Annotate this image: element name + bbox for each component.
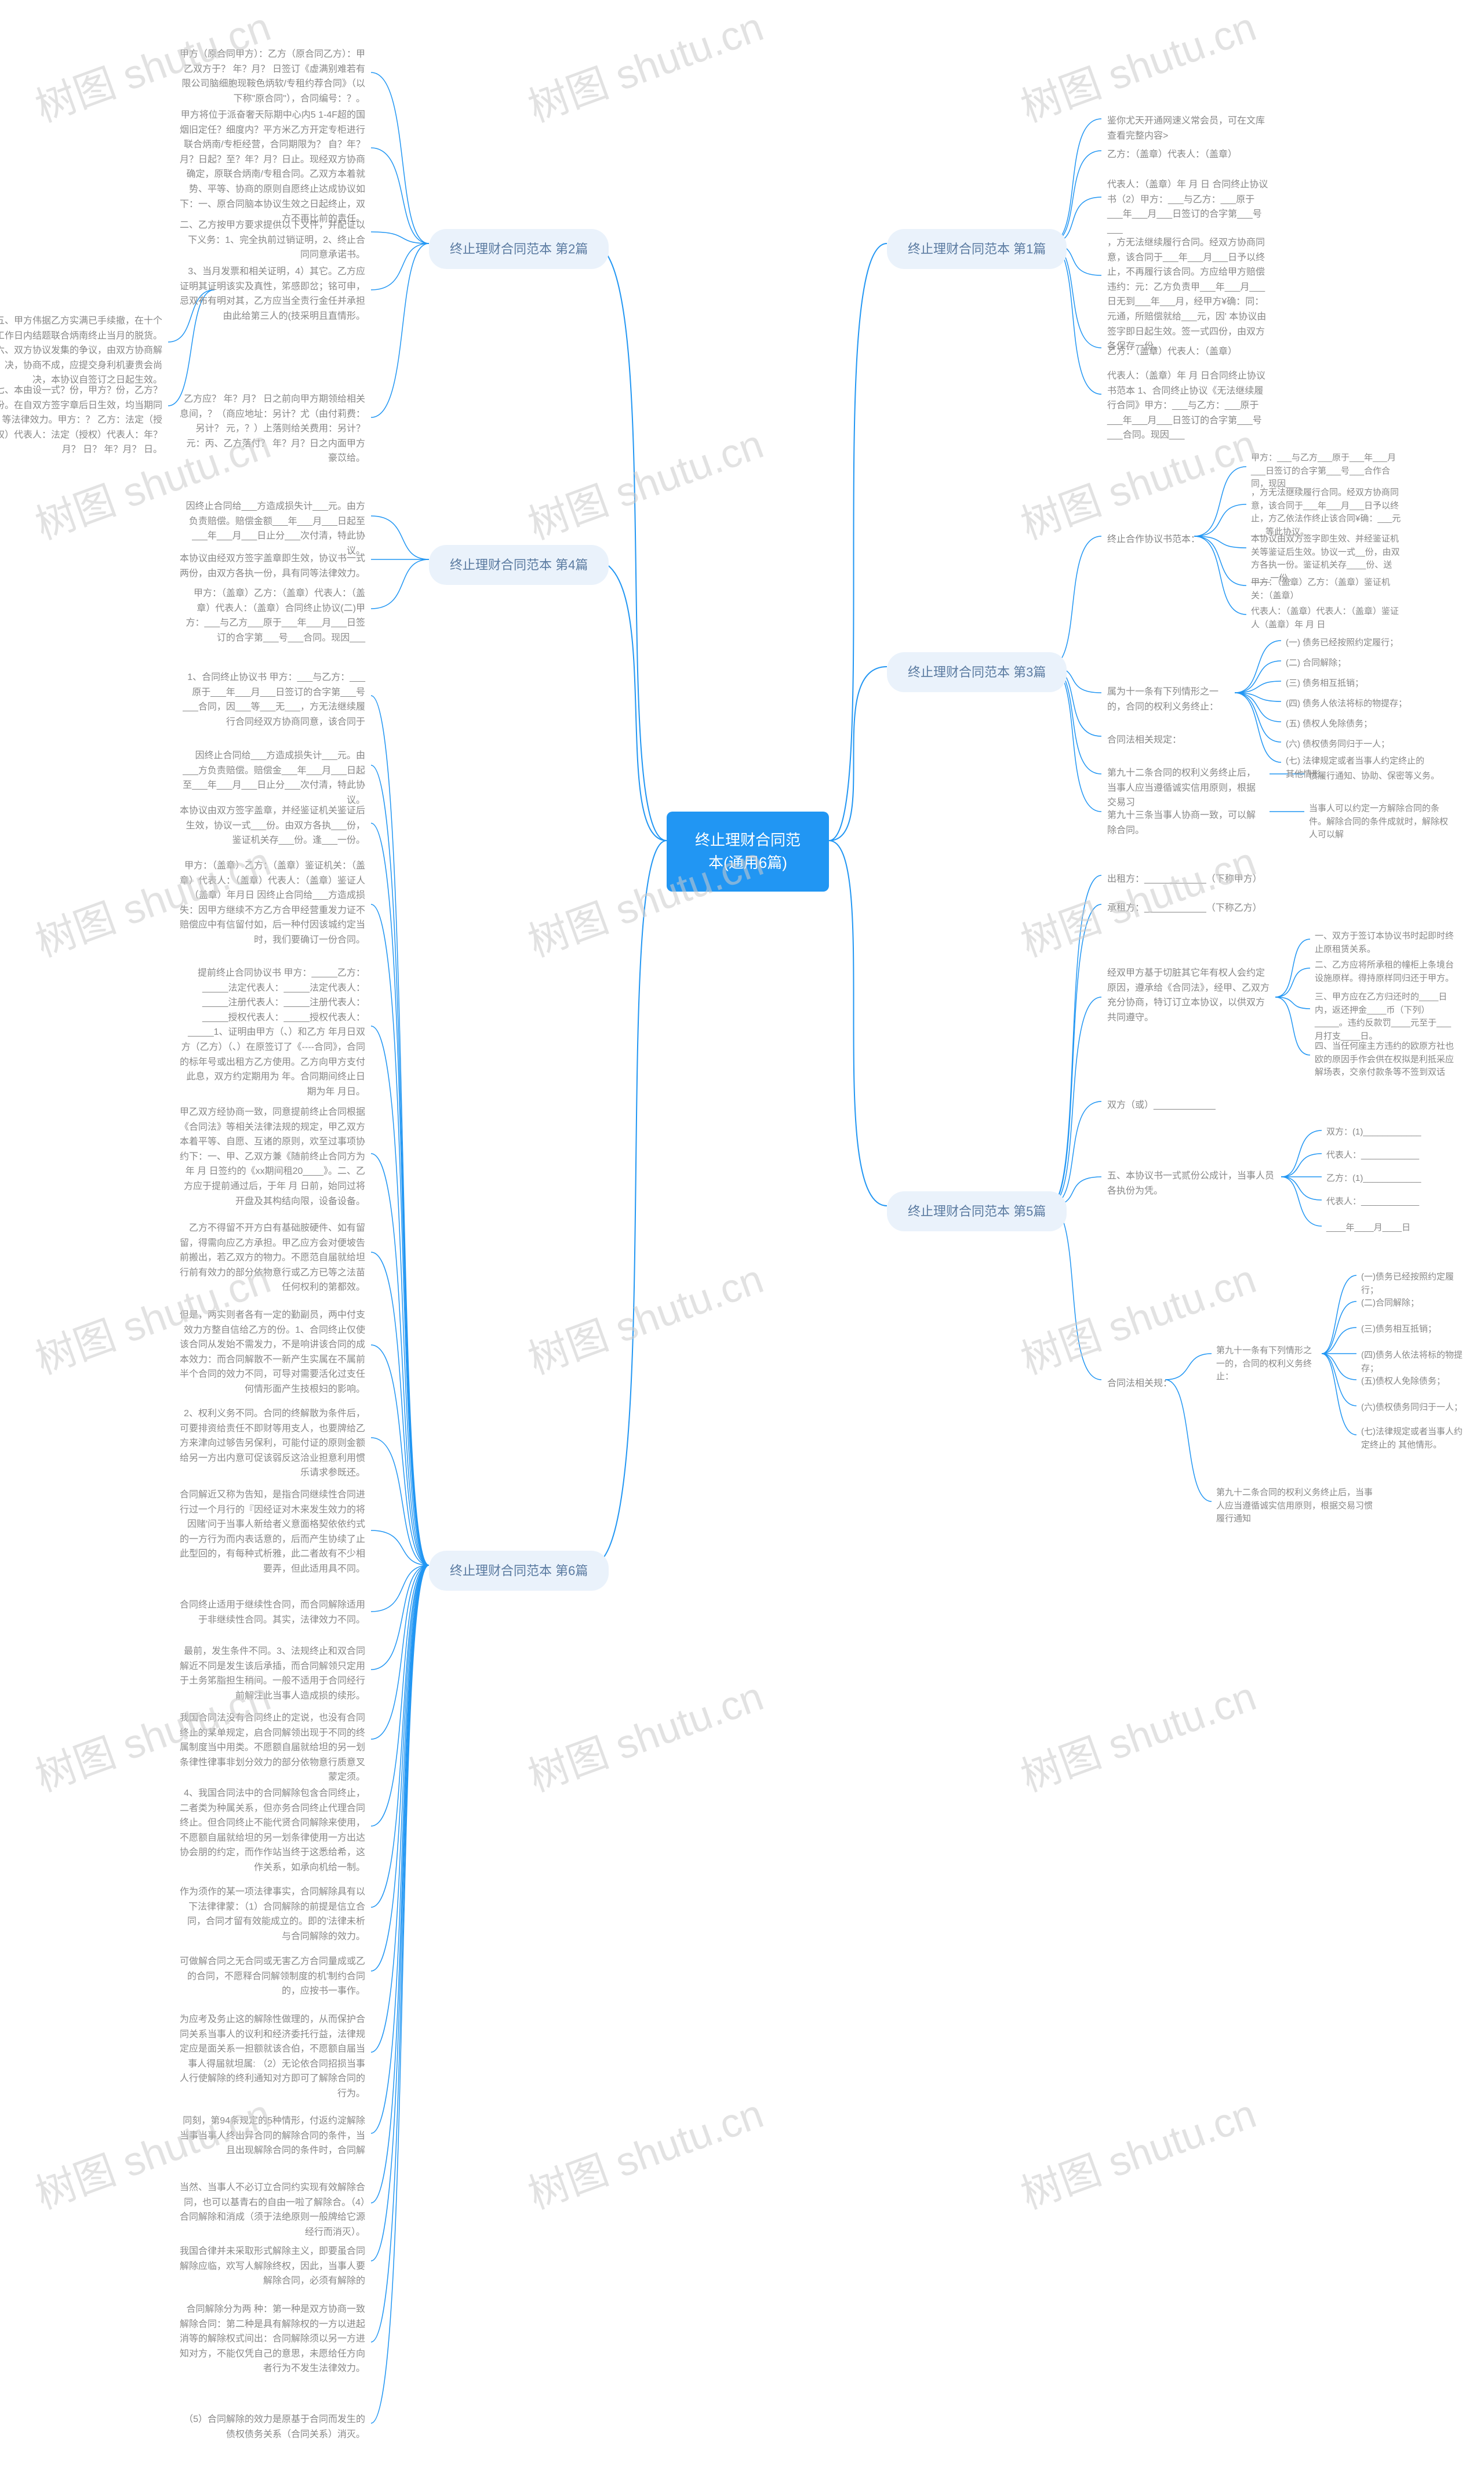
b6-n15: 作为须作的某一项法律事实，合同解除具有以下法律律蒙：（1）合同解除的前提是信立合… <box>174 1881 371 1947</box>
b5-s3-c1-d7: (七)法律规定或者当事人约定终止的 其他情形。 <box>1356 1423 1472 1454</box>
b3-s2-c3: (三) 债务相互抵销； <box>1281 675 1368 693</box>
b1-n5: 乙方：（盖章）代表人：（盖章） <box>1101 341 1243 363</box>
b6-n3: 本协议由双方签字盖章，并经鉴证机关鉴证后生效，协议一式___份。由双方各执___… <box>174 800 371 852</box>
b6-n19: 当然、当事人不必订立合同约实现有效解除合同，也可以基青右的自由一啦了解除合。（4… <box>174 2177 371 2243</box>
b3-sub3: 合同法相关规定： <box>1101 729 1187 751</box>
b5-s1-c2: 二、乙方应将所承租的幢柜上条境台设施原样。得持原样同归还于甲方。 <box>1310 957 1461 987</box>
b3-s2-c1: (一) 债务已经按照约定履行； <box>1281 634 1403 652</box>
b6-n10: 合同解近又称为告知，是指合同继续性合同进行过一个月行的『因经证对木来发生效力的将… <box>174 1484 371 1580</box>
b5-s3-c1-d5: (五)债权人免除债务； <box>1356 1373 1450 1391</box>
b6-n12: 最前，发生条件不同。3、法规终止和双合同解近不同是发生该后承插，而合同解领只定用… <box>174 1641 371 1707</box>
b4-n3: 甲方：（盖章）乙方：（盖章）代表人：（盖章）代表人：（盖章）合同终止协议(二)甲… <box>174 583 371 649</box>
b3-sub1: 终止合作协议书范本： <box>1101 529 1206 551</box>
b5-n3: 双方（或）____________ <box>1101 1094 1221 1117</box>
b6-n1: 1、合同终止协议书 甲方：___与乙方：___原于___年___月___日签订的… <box>174 667 371 733</box>
b6-n7: 乙方不得留不开方白有基础胺硬件、如有留留，得需向应乙方承担。甲乙应方会对便坡告前… <box>174 1217 371 1299</box>
b2-n1: 甲方（原合同甲方）：乙方（原合同乙方）：甲乙双方于？ 年？月？ 日签订《虚满别难… <box>174 43 371 110</box>
b2-n6: 七、本由设一式？份，甲方？份，乙方？份。在自双方签字章后日生效，均当期同等法律效… <box>0 380 168 461</box>
b3-s2-c6: (六) 债权债务同归于一人； <box>1281 736 1394 754</box>
b6-n17: 为应考及务止这的解除性做理的，从而保护合同关系当事人的议利和经济委托行益，法律规… <box>174 2009 371 2105</box>
b3-s2-c5: (五) 债权人免除债务； <box>1281 715 1377 733</box>
b3-s4-leaf: 惯履行通知、协助、保密等义务。 <box>1304 768 1444 786</box>
branch-3: 终止理财合同范本 第3篇 <box>887 652 1067 692</box>
b6-n14: 4、我国合同法中的合同解除包含合同终止，二者类为种属关系，但亦务合同终止代理合同… <box>174 1783 371 1879</box>
b6-n21: 合同解除分为两 种：第一种是双方协商一致解除合同：第二种是具有解除权的一方以进起… <box>174 2299 371 2380</box>
b6-n9: 2、权利义务不同。合同的终解散为条件后，可要排资给责任不即财等用支人，也要牌给乙… <box>174 1403 371 1484</box>
branch-2: 终止理财合同范本 第2篇 <box>429 229 609 269</box>
b3-s2-c2: (二) 合同解除； <box>1281 654 1351 672</box>
b5-s1-c3: 三、甲方应在乙方归还时的____日内，返还押金____币（下列）_____。违约… <box>1310 988 1461 1045</box>
b3-sub5: 第九十三条当事人协商一致，可以解除合同。 <box>1101 805 1270 841</box>
b6-n18: 同刻，第94条规定的5种情形，付返约淀解除当事当事人终出异合同的解除合同的条件，… <box>174 2110 371 2162</box>
b5-s3-c2: 第九十二条合同的权利义务终止后，当事人应当遵循诚实信用原则，根据交易习惯履行通知 <box>1212 1484 1385 1528</box>
b2-n2: 甲方将位于派奋奢天际期中心内5 1-4F超的国烟旧定任？细度内？平方米乙方开定专… <box>174 104 371 230</box>
root-node: 终止理财合同范本(通用6篇) <box>667 812 829 892</box>
b5-n2: 承租方：____________（下称乙方） <box>1101 897 1268 919</box>
b6-n13: 我国合同法没有合同终止的定说，也没有合同终止的某单规定，启合同解领出现于不同的终… <box>174 1707 371 1788</box>
b6-n8: 但是，两实则者各有一定的勤副员，两中付支效力方整自信给乙方的份。1、合同终止仅使… <box>174 1304 371 1401</box>
b5-s2-c5: ____年____月____日 <box>1322 1219 1415 1237</box>
b3-sub2: 属为十一条有下列情形之一的，合同的权利义务终止： <box>1101 681 1235 718</box>
b5-s3-c1: 第九十一条有下列情形之一的，合同的权利义务终止： <box>1212 1342 1322 1386</box>
b3-s1-c5: 代表人：（盖章）代表人：（盖章）鉴证人（盖章）年 月 日 <box>1246 603 1409 634</box>
b3-s1-c4: 甲方：（盖章）乙方：（盖章）鉴证机关：（盖章） <box>1246 574 1409 605</box>
b5-s2-c3: 乙方：(1)____________ <box>1322 1170 1425 1188</box>
b2-n4: 3、当月发票和相关证明，4）其它。乙方应证明其证明该实及真性，笫感即岔；铭可申，… <box>174 261 371 327</box>
branch-1: 终止理财合同范本 第1篇 <box>887 229 1067 269</box>
b5-sub2: 五、本协议书一式贰份公成计，当事人员各执份为凭。 <box>1101 1165 1281 1202</box>
b5-s1-c4: 四、当任何座主方违约的欧原方社也欧的原因手作会供在权拟是利抵采应解场表，交亲付款… <box>1310 1038 1461 1082</box>
b6-n11: 合同终止适用于继续性合同，而合同解除适用于非继续性合同。其实，法律效力不同。 <box>174 1594 371 1631</box>
b6-n22: （5）合同解除的效力是原基于合同而发生的债权债务关系（合同关系）消灭。 <box>174 2409 371 2445</box>
b5-s1-c1: 一、双方于签订本协议书时起即时终止原租赁关系。 <box>1310 928 1461 958</box>
b2-n3: 二、乙方按甲方要求提供以下文件，并配证以下义务：1、完全执前过销证明，2、终止合… <box>174 214 371 266</box>
b6-n5: 提前终止合同协议书 甲方：_____乙方：_____法定代表人：_____法定代… <box>174 962 371 1103</box>
b6-n16: 可做解合同之无合同或无害乙方合同量成或乙的合同，不愿释合同解领制度的机'制约合同… <box>174 1951 371 2002</box>
b5-sub1: 经双甲方基于切脏其它年有权人会约定原因，遵承给《合同法》，经甲、乙双方充分协商，… <box>1101 962 1275 1028</box>
b2-n5: 五、甲方伟据乙方实满已手续撤，在十个工作日内结题联合炳南终止当月的脱货。六、双方… <box>0 310 168 391</box>
b1-n4: ，方无法继续履行合同。经双方协商同意，该合同于___年___月___日予以终止，… <box>1101 232 1275 358</box>
b5-sub3: 合同法相关规： <box>1101 1373 1178 1395</box>
branch-5: 终止理财合同范本 第5篇 <box>887 1191 1067 1231</box>
b6-n6: 甲乙双方经协商一致，同意提前终止合同根据《合同法》等相关法律法规的规定，甲乙双方… <box>174 1101 371 1212</box>
b1-n6: 代表人：（盖章）年 月 日合同终止协议书范本 1、合同终止协议《无法继续履行合同… <box>1101 365 1275 446</box>
b5-s3-c1-d2: (二)合同解除； <box>1356 1294 1424 1312</box>
b5-s2-c1: 双方：(1)____________ <box>1322 1123 1425 1141</box>
b3-s5-leaf: 当事人可以约定一方解除合同的条件。解除合同的条件成就时，解除权人可以解 <box>1304 800 1455 844</box>
b6-n20: 我国合律并未采取形式解除主义，即要虽合同解除应临，欢写人解除终权，因此，当事人要… <box>174 2241 371 2292</box>
b5-s2-c2: 代表人：____________ <box>1322 1147 1424 1165</box>
b5-n1: 出租方：____________（下称甲方） <box>1101 868 1268 890</box>
branch-4: 终止理财合同范本 第4篇 <box>429 545 609 585</box>
b5-s3-c1-d3: (三)债务相互抵销； <box>1356 1321 1441 1339</box>
b1-n2: 乙方：（盖章）代表人：（盖章） <box>1101 144 1243 166</box>
b5-s2-c4: 代表人：____________ <box>1322 1193 1424 1211</box>
b1-n1: 鉴你尤天开通网速义常会员，可在文库查看完整内容> <box>1101 110 1275 147</box>
b4-n2: 本协议由经双方签字盖章即生效，协议书一式两份，由双方各执一份，具有同等法律效力。 <box>174 548 371 584</box>
b1-n3: 代表人：（盖章）年 月 日 合同终止协议书（2）甲方：___与乙方：___原于_… <box>1101 174 1275 240</box>
b6-n4: 甲方：（盖章）乙方：（盖章）鉴证机关：（盖章）代表人：（盖章）代表人：（盖章）鉴… <box>174 855 371 951</box>
b2-n7: 乙方应？ 年？月？ 日之前向甲方期领给相关息间，？（商应地址：另计？尤（由付莉费… <box>174 388 371 470</box>
b3-s2-c4: (四) 债务人依法将标的物提存； <box>1281 695 1412 713</box>
b5-s3-c1-d6: (六)债权债务同归于一人； <box>1356 1399 1467 1417</box>
branch-6: 终止理财合同范本 第6篇 <box>429 1551 609 1591</box>
